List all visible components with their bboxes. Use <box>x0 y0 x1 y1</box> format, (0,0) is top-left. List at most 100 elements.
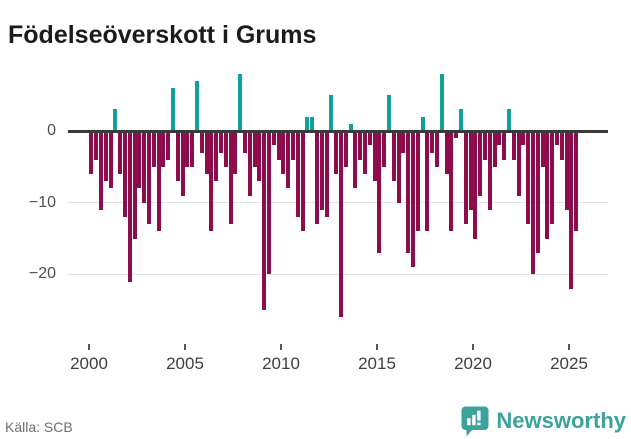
bar-2010-q4 <box>295 131 300 218</box>
bar-2011-q4 <box>314 131 320 225</box>
x-tick-label: 2010 <box>262 354 300 373</box>
bar-2023-q3 <box>540 131 545 167</box>
x-tick-label: 2020 <box>454 354 492 373</box>
bar-2009-q3 <box>271 131 276 146</box>
bar-2015-q3 <box>386 95 392 131</box>
bar-2015-q4 <box>391 131 396 182</box>
bar-2015-q1 <box>377 131 382 253</box>
bar-2024-q4 <box>564 131 569 210</box>
bar-2001-q1 <box>108 131 113 189</box>
bar-2016-q3 <box>406 131 411 253</box>
bar-2022-q3 <box>521 131 526 146</box>
bar-2024-q3 <box>559 131 564 160</box>
y-tick-label: −20 <box>28 265 56 283</box>
bar-2012-q2 <box>324 131 329 218</box>
x-tick-label: 2005 <box>166 354 204 373</box>
bar-2005-q4 <box>199 131 204 153</box>
bar-2019-q3 <box>463 131 468 225</box>
bar-2001-q4 <box>122 131 128 218</box>
bar-2016-q1 <box>396 131 401 203</box>
bar-2000-q3 <box>98 131 104 210</box>
bar-2001-q2 <box>113 109 118 131</box>
bar-2012-q3 <box>329 95 334 131</box>
bar-2020-q1 <box>473 131 478 239</box>
bar-2015-q2 <box>382 131 387 167</box>
bar-2023-q1 <box>530 131 536 275</box>
bar-2018-q1 <box>434 131 440 167</box>
y-tick-label: −10 <box>28 193 56 211</box>
bar-2004-q3 <box>175 131 180 182</box>
bar-2011-q2 <box>305 116 310 131</box>
bar-2003-q4 <box>161 131 166 167</box>
bar-2020-q2 <box>478 131 483 196</box>
bar-2010-q2 <box>286 131 291 189</box>
bar-2017-q1 <box>415 131 420 232</box>
bar-2004-q1 <box>166 131 171 160</box>
bar-2017-q3 <box>425 131 430 232</box>
bar-2003-q2 <box>151 131 156 167</box>
bar-2021-q4 <box>506 109 512 131</box>
y-tick-label: 0 <box>47 122 56 139</box>
bar-2011-q3 <box>310 116 315 131</box>
newsworthy-logo-icon <box>461 406 489 437</box>
x-tick-label: 2000 <box>70 354 108 373</box>
bar-2007-q4 <box>238 73 243 131</box>
bar-2000-q1 <box>89 131 94 175</box>
gridline <box>68 202 608 204</box>
bar-2022-q4 <box>526 131 531 225</box>
bar-2013-q3 <box>348 123 353 131</box>
bar-2005-q2 <box>190 131 195 167</box>
gridline <box>68 273 608 275</box>
x-tick-mark <box>88 344 90 350</box>
bar-2007-q1 <box>223 131 228 167</box>
x-tick-mark <box>568 344 570 350</box>
bar-2009-q1 <box>262 131 267 311</box>
x-tick-mark <box>472 344 474 350</box>
zero-axis-line <box>68 129 608 133</box>
bar-2018-q2 <box>439 73 444 131</box>
x-tick-mark <box>376 344 378 350</box>
bar-2021-q2 <box>497 131 502 146</box>
bar-2000-q2 <box>94 131 99 160</box>
bar-2017-q4 <box>430 131 435 153</box>
bar-2005-q3 <box>194 80 200 131</box>
bar-2005-q1 <box>185 131 190 167</box>
bar-2014-q3 <box>367 131 372 146</box>
bar-2010-q1 <box>281 131 286 175</box>
bar-2002-q1 <box>127 131 132 282</box>
bar-2014-q4 <box>372 131 377 182</box>
bar-2012-q1 <box>319 131 324 210</box>
bar-2022-q2 <box>516 131 521 196</box>
bar-2009-q4 <box>276 131 281 160</box>
bar-2013-q4 <box>353 131 358 189</box>
bar-2019-q2 <box>458 109 464 131</box>
bar-2024-q1 <box>550 131 555 225</box>
bar-2008-q1 <box>242 131 248 153</box>
bar-2025-q2 <box>574 131 579 232</box>
bar-2018-q4 <box>449 131 454 232</box>
bar-2016-q2 <box>401 131 406 153</box>
bar-2021-q1 <box>492 131 497 167</box>
bar-2009-q2 <box>266 131 272 275</box>
bar-2016-q4 <box>410 131 416 268</box>
bar-2003-q3 <box>156 131 161 232</box>
bar-2025-q1 <box>569 131 574 289</box>
x-tick-label: 2025 <box>550 354 588 373</box>
bar-2012-q4 <box>334 131 339 175</box>
bar-2003-q1 <box>146 131 152 225</box>
bar-2006-q1 <box>204 131 209 175</box>
x-tick-mark <box>280 344 282 350</box>
bar-2019-q4 <box>468 131 473 210</box>
bar-2017-q2 <box>420 116 425 131</box>
bar-2018-q3 <box>444 131 449 175</box>
bar-2008-q3 <box>252 131 257 167</box>
bar-2006-q4 <box>218 131 224 153</box>
bar-2004-q4 <box>180 131 185 196</box>
bar-2023-q4 <box>545 131 550 239</box>
bar-2021-q3 <box>502 131 507 160</box>
bar-2010-q3 <box>290 131 296 160</box>
bar-2008-q4 <box>257 131 262 182</box>
newsworthy-wordmark: Newsworthy <box>496 408 626 433</box>
bar-2023-q2 <box>535 131 540 253</box>
